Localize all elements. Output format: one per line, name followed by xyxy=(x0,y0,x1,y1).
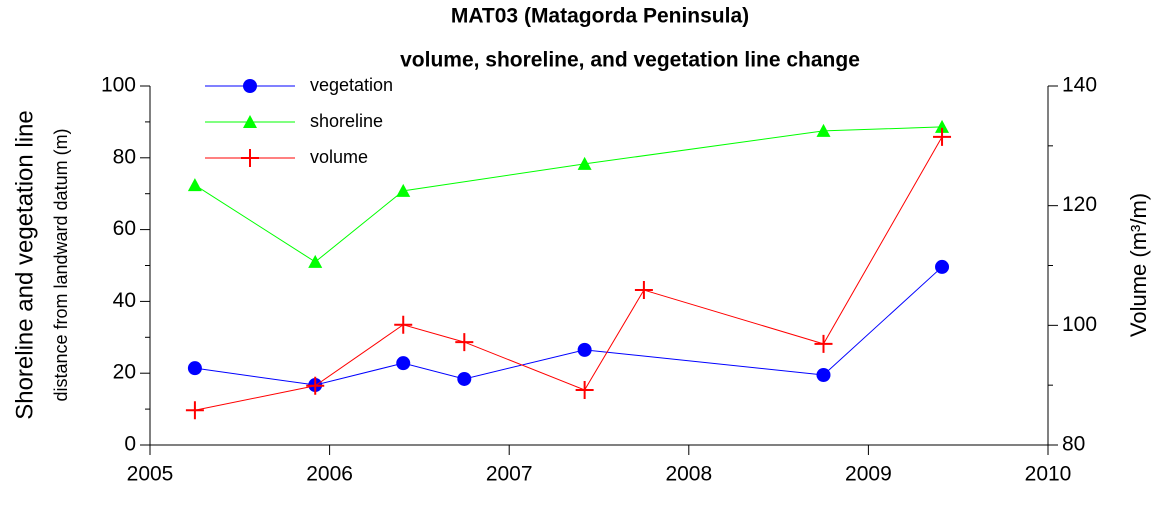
y-axis-label: Shoreline and vegetation line xyxy=(11,110,38,420)
legend-label: volume xyxy=(310,147,368,167)
marker xyxy=(577,156,592,170)
marker xyxy=(935,259,950,274)
marker xyxy=(394,315,413,334)
legend-marker xyxy=(243,115,257,128)
marker xyxy=(634,281,653,300)
y-tick-label: 40 xyxy=(113,289,136,312)
y2-tick-label: 120 xyxy=(1062,193,1097,216)
chart-title: MAT03 (Matagorda Peninsula) xyxy=(451,5,749,28)
x-tick-label: 2007 xyxy=(486,463,533,486)
x-tick-label: 2010 xyxy=(1025,463,1072,486)
marker xyxy=(455,333,474,352)
y-tick-label: 80 xyxy=(113,145,136,168)
y-tick-label: 60 xyxy=(113,217,136,240)
y-tick-label: 0 xyxy=(124,433,136,456)
y-tick-label: 100 xyxy=(101,74,136,97)
marker xyxy=(306,376,325,395)
series-line xyxy=(194,266,943,386)
series-line xyxy=(194,126,943,263)
y2-axis-label: Volume (m³/m) xyxy=(1126,193,1151,337)
legend-marker xyxy=(241,149,259,167)
marker xyxy=(814,334,833,353)
marker xyxy=(187,361,202,376)
x-tick-label: 2006 xyxy=(306,463,353,486)
legend-label: vegetation xyxy=(310,75,393,95)
marker xyxy=(187,178,202,192)
y-axis-sublabel: distance from landward datum (m) xyxy=(51,128,71,401)
marker xyxy=(577,342,592,357)
marker xyxy=(816,123,831,137)
legend-label: shoreline xyxy=(310,111,383,131)
marker xyxy=(457,371,472,386)
marker xyxy=(933,127,952,146)
y2-tick-label: 100 xyxy=(1062,313,1097,336)
marker xyxy=(935,119,950,133)
marker xyxy=(185,401,204,420)
y2-tick-label: 140 xyxy=(1062,74,1097,97)
x-tick-label: 2008 xyxy=(665,463,712,486)
x-tick-label: 2005 xyxy=(127,463,174,486)
chart-title: volume, shoreline, and vegetation line c… xyxy=(400,49,860,72)
marker xyxy=(308,254,323,268)
marker xyxy=(396,183,411,197)
x-tick-label: 2009 xyxy=(845,463,892,486)
legend-marker xyxy=(243,79,257,93)
series-line xyxy=(194,136,943,411)
marker xyxy=(816,367,831,382)
y-tick-label: 20 xyxy=(113,361,136,384)
y2-tick-label: 80 xyxy=(1062,433,1085,456)
marker xyxy=(396,356,411,371)
marker xyxy=(575,380,594,399)
